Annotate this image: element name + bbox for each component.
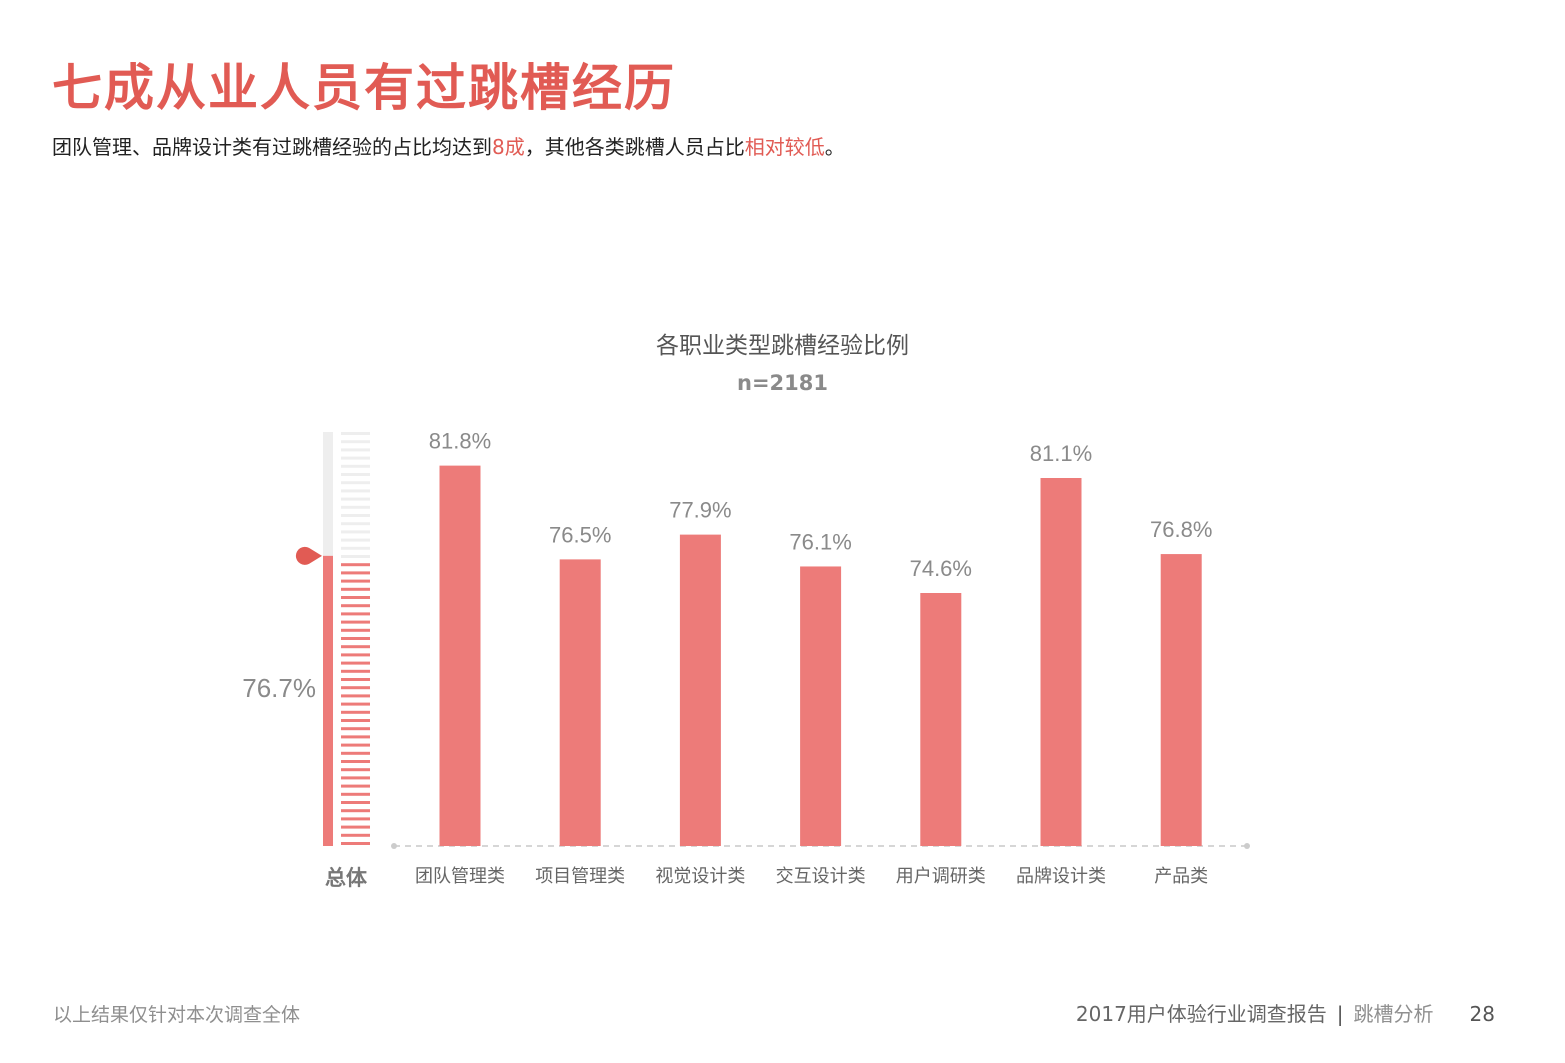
gauge-tick: [341, 719, 370, 722]
gauge-tick: [341, 801, 370, 804]
subtitle-text-3: 。: [824, 135, 845, 159]
gauge-tick: [341, 448, 370, 452]
gauge-tick: [341, 563, 370, 567]
gauge-tick: [341, 842, 370, 845]
gauge-tick: [341, 473, 370, 476]
gauge-tick: [341, 710, 370, 714]
gauge-tick: [341, 514, 370, 517]
footnote: 以上结果仅针对本次调查全体: [53, 1004, 301, 1026]
category-label: 团队管理类: [415, 866, 505, 887]
gauge-tick: [341, 809, 370, 813]
gauge-tick: [341, 440, 370, 444]
gauge-tick: [341, 530, 370, 534]
gauge-tick: [341, 686, 370, 690]
section-name: 跳槽分析: [1353, 1002, 1434, 1026]
gauge-tick: [341, 497, 370, 501]
gauge-tick: [341, 604, 370, 608]
overall-category-label: 总体: [325, 866, 368, 890]
gauge-tick: [341, 464, 370, 468]
gauge-tick: [341, 546, 370, 550]
gauge-tick: [341, 637, 370, 640]
gauge-tick: [341, 784, 370, 788]
bar-value-label: 81.1%: [1030, 441, 1092, 466]
gauge-tick: [341, 669, 370, 673]
footer-separator: |: [1336, 1002, 1344, 1026]
gauge-tick: [341, 760, 370, 763]
category-label: 用户调研类: [896, 866, 986, 887]
gauge-tick: [341, 596, 370, 599]
gauge-tick: [341, 661, 370, 665]
report-footer: 2017用户体验行业调查报告 | 跳槽分析 28: [1076, 998, 1495, 1027]
subtitle-highlight-2: 相对较低: [744, 135, 825, 159]
gauge-tick: [341, 579, 370, 583]
gauge-tick: [341, 628, 370, 632]
gauge-tick: [341, 645, 370, 649]
gauge-tick: [341, 768, 370, 772]
gauge-tick: [341, 587, 370, 591]
gauge-tick: [341, 776, 370, 780]
bar: [800, 566, 842, 846]
bar-value-label: 77.9%: [669, 498, 731, 523]
bar-value-label: 76.8%: [1150, 517, 1212, 542]
gauge-marker: [295, 546, 322, 565]
category-label: 项目管理类: [535, 866, 625, 887]
gauge-tick: [341, 694, 370, 698]
gauge-tick: [341, 432, 370, 435]
category-label: 交互设计类: [776, 866, 866, 887]
chart-sample-size: n=2181: [737, 371, 828, 395]
gauge-tick: [341, 505, 370, 509]
gauge-tick: [341, 571, 370, 575]
subtitle-text-1: 团队管理、品牌设计类有过跳槽经验的占比均达到: [52, 135, 492, 159]
subtitle-highlight-1: 8成: [492, 135, 525, 159]
page-number: 28: [1469, 1002, 1495, 1026]
gauge-tick: [341, 522, 370, 526]
chart-title: 各职业类型跳槽经验比例: [656, 333, 909, 359]
x-axis-end-dot: [1244, 843, 1250, 849]
bar: [920, 593, 962, 846]
x-axis-start-dot: [391, 843, 397, 849]
gauge-fill: [323, 555, 333, 846]
gauge-tick: [341, 817, 370, 821]
page-subtitle: 团队管理、品牌设计类有过跳槽经验的占比均达到8成，其他各类跳槽人员占比相对较低。: [52, 131, 845, 160]
bar-value-label: 81.8%: [429, 429, 491, 454]
gauge-tick: [341, 702, 370, 706]
gauge-tick: [341, 653, 370, 657]
gauge-tick: [341, 612, 370, 616]
report-name: 2017用户体验行业调查报告: [1075, 1002, 1327, 1026]
gauge-tick: [341, 481, 370, 485]
gauge-tick: [341, 538, 370, 542]
page-title: 七成从业人员有过跳槽经历: [52, 59, 676, 117]
bar: [1160, 554, 1202, 846]
gauge-tick: [341, 833, 370, 837]
category-label: 品牌设计类: [1016, 866, 1106, 887]
gauge-tick: [341, 489, 370, 493]
bar-value-label: 74.6%: [910, 556, 972, 581]
bar-value-label: 76.1%: [789, 529, 851, 554]
gauge-tick: [341, 792, 370, 796]
bar: [439, 465, 481, 846]
gauge-tick: [341, 751, 370, 755]
overall-value-label: 76.7%: [242, 673, 316, 703]
category-label: 视觉设计类: [655, 866, 745, 887]
gauge-tick: [341, 735, 370, 739]
gauge-tick: [341, 555, 370, 558]
bar-value-label: 76.5%: [549, 522, 611, 547]
subtitle-text-2: ，其他各类跳槽人员占比: [524, 135, 745, 159]
gauge-tick: [341, 620, 370, 624]
gauge-tick: [341, 456, 370, 460]
bar: [559, 559, 601, 846]
gauge-tick: [341, 678, 370, 681]
gauge-tick: [341, 727, 370, 731]
bar: [679, 534, 721, 846]
gauge-tick: [341, 743, 370, 747]
bar: [1040, 478, 1082, 846]
gauge-tick: [341, 825, 370, 829]
category-label: 产品类: [1154, 866, 1208, 887]
